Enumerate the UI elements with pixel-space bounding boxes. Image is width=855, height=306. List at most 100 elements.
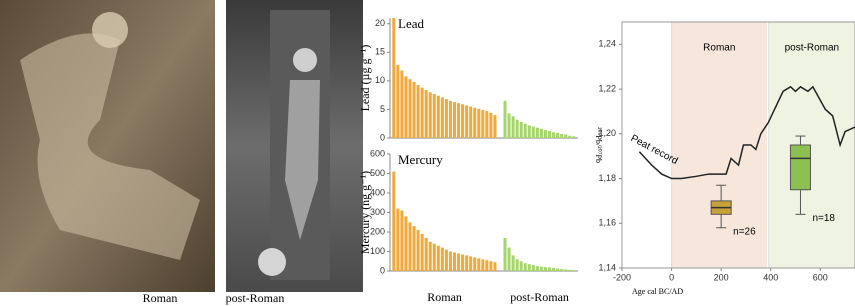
bar xyxy=(453,252,456,271)
bar xyxy=(516,120,519,138)
bar xyxy=(465,255,468,271)
region-label: Roman xyxy=(703,43,735,54)
bar xyxy=(528,125,531,138)
y-axis-label: Mercury (ng g⁻¹) xyxy=(358,171,372,254)
bar xyxy=(449,252,452,272)
bar xyxy=(469,107,472,138)
bar xyxy=(481,110,484,138)
box-label: n=26 xyxy=(733,226,756,237)
x-axis-label: Age cal BC/AD xyxy=(632,287,683,296)
bar xyxy=(437,96,440,138)
x-tick-label: 0 xyxy=(669,272,674,282)
bar xyxy=(473,108,476,138)
bar xyxy=(421,88,424,138)
bar xyxy=(560,269,563,271)
y-tick-label: 10 xyxy=(375,75,385,85)
bar xyxy=(429,92,432,138)
bar xyxy=(568,270,571,271)
bar xyxy=(400,211,403,271)
y-tick-label: 200 xyxy=(370,226,385,236)
bar xyxy=(520,261,523,271)
bar xyxy=(417,85,420,138)
bar xyxy=(392,18,395,138)
bar xyxy=(481,259,484,271)
bar xyxy=(469,256,472,271)
bar xyxy=(544,130,547,138)
bar xyxy=(396,209,399,271)
x-tick-label: 200 xyxy=(714,272,729,282)
bar xyxy=(421,234,424,271)
bar xyxy=(437,246,440,271)
photo-post-roman xyxy=(226,0,363,292)
y-tick-label: 1,14 xyxy=(598,262,616,272)
bar xyxy=(536,266,539,271)
bar xyxy=(552,268,555,271)
bar xyxy=(556,269,559,271)
bar xyxy=(449,101,452,138)
bar xyxy=(544,267,547,271)
box xyxy=(790,145,810,190)
bar xyxy=(413,226,416,271)
bar xyxy=(404,216,407,271)
bar xyxy=(404,76,407,138)
bar xyxy=(489,113,492,138)
bar xyxy=(503,101,506,138)
bar xyxy=(473,257,476,271)
figure-svg: Roman post-Roman 0 5 10 15 20 Lead Lead (µg g⁻… xyxy=(0,0,855,306)
bar xyxy=(548,131,551,138)
y-tick-label: 400 xyxy=(370,187,385,197)
bar xyxy=(572,136,575,138)
bar xyxy=(417,230,420,271)
bar xyxy=(564,135,567,138)
bar xyxy=(508,248,511,271)
bar xyxy=(503,238,506,271)
y-tick-label: 300 xyxy=(370,207,385,217)
region-label: post-Roman xyxy=(785,43,839,54)
y-axis-label: ²⁰⁶Pb/²⁰⁷Pb xyxy=(594,127,603,163)
bar xyxy=(564,269,567,271)
bar xyxy=(461,104,464,138)
region xyxy=(769,22,855,268)
bar xyxy=(560,134,563,138)
bar xyxy=(516,259,519,271)
bar xyxy=(445,250,448,271)
bar xyxy=(493,262,496,271)
x-tick-label: 400 xyxy=(763,272,778,282)
bar xyxy=(552,132,555,138)
group-label: post-Roman xyxy=(510,290,569,304)
y-tick-label: 5 xyxy=(380,104,385,114)
bar xyxy=(528,264,531,271)
x-tick-label: -200 xyxy=(613,272,631,282)
bar xyxy=(408,222,411,271)
bar xyxy=(433,244,436,271)
bar xyxy=(392,172,395,271)
bar xyxy=(520,122,523,138)
bar xyxy=(508,113,511,138)
bar xyxy=(441,97,444,138)
y-tick-label: 20 xyxy=(375,18,385,28)
y-tick-label: 1,22 xyxy=(598,83,616,93)
bar xyxy=(477,258,480,271)
bar xyxy=(524,263,527,271)
bar xyxy=(477,109,480,138)
bar xyxy=(536,128,539,138)
bar xyxy=(568,136,571,138)
bar xyxy=(425,90,428,138)
chart-title: Lead xyxy=(398,16,424,31)
bar xyxy=(413,82,416,138)
bar xyxy=(457,253,460,271)
bar xyxy=(445,99,448,138)
bar xyxy=(396,65,399,138)
caption: Roman xyxy=(143,291,178,305)
bar xyxy=(556,133,559,138)
bar xyxy=(457,103,460,138)
bar xyxy=(408,79,411,138)
bar xyxy=(485,260,488,271)
bar xyxy=(453,102,456,138)
y-tick-label: 0 xyxy=(380,132,385,142)
bar xyxy=(540,129,543,138)
bar xyxy=(465,105,468,138)
y-axis-label: Lead (µg g⁻¹) xyxy=(358,45,372,112)
y-tick-label: 15 xyxy=(375,47,385,57)
bar xyxy=(485,111,488,138)
